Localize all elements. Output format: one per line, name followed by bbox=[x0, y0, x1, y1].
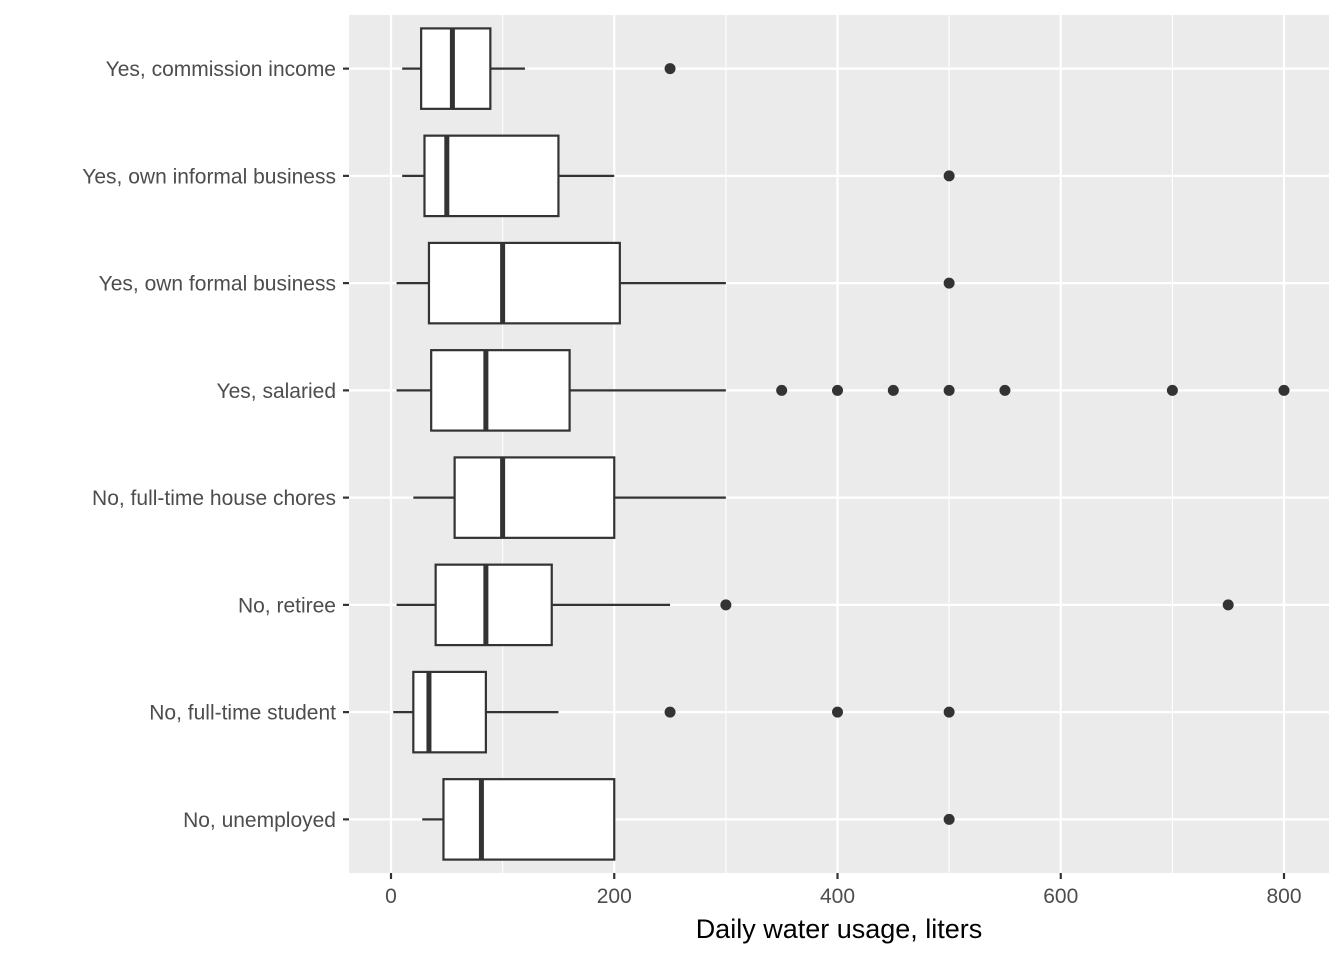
outlier-point bbox=[664, 706, 676, 718]
outlier-point bbox=[832, 706, 843, 718]
outlier-point bbox=[1222, 599, 1234, 611]
x-tick-label: 0 bbox=[385, 885, 397, 908]
iqr-box bbox=[453, 456, 616, 539]
box-group bbox=[402, 27, 676, 110]
iqr-box bbox=[430, 349, 571, 432]
outlier-point bbox=[943, 813, 955, 825]
box-group bbox=[396, 563, 1234, 647]
box-group bbox=[402, 134, 955, 218]
outlier-point bbox=[776, 384, 788, 396]
outlier-point bbox=[720, 599, 732, 611]
x-tick-label: 600 bbox=[1043, 885, 1078, 908]
x-axis: 0 200 400 600 800 bbox=[385, 873, 1302, 908]
box-group bbox=[396, 241, 955, 325]
y-tick-label: Yes, salaried bbox=[217, 380, 336, 403]
iqr-box bbox=[427, 241, 621, 325]
y-tick-label: Yes, own informal business bbox=[82, 165, 336, 188]
outlier-point bbox=[943, 706, 955, 718]
x-tick-label: 200 bbox=[597, 885, 632, 908]
outlier-point bbox=[943, 170, 955, 182]
box-group bbox=[422, 778, 955, 861]
outlier-point bbox=[999, 384, 1011, 396]
iqr-box bbox=[412, 670, 487, 754]
outlier-point bbox=[943, 277, 955, 289]
x-tick-label: 400 bbox=[820, 885, 855, 908]
x-tick-label: 800 bbox=[1266, 885, 1301, 908]
outlier-point bbox=[943, 384, 955, 396]
outlier-point bbox=[832, 384, 843, 396]
outlier-point bbox=[1278, 384, 1290, 396]
box-group bbox=[396, 349, 1290, 432]
iqr-box bbox=[420, 27, 492, 110]
y-tick-label: No, full-time house chores bbox=[92, 487, 336, 510]
y-tick-label: Yes, own formal business bbox=[99, 273, 336, 296]
box-group bbox=[413, 456, 726, 539]
iqr-box bbox=[442, 778, 616, 861]
outlier-point bbox=[664, 63, 676, 75]
x-axis-title: Daily water usage, liters bbox=[696, 914, 983, 944]
y-axis: Yes, commission income Yes, own informal … bbox=[82, 58, 349, 832]
y-tick-label: Yes, commission income bbox=[106, 58, 336, 81]
outlier-point bbox=[1166, 384, 1178, 396]
iqr-box bbox=[434, 563, 553, 647]
y-tick-label: No, unemployed bbox=[183, 809, 336, 832]
outlier-point bbox=[887, 384, 899, 396]
box-group bbox=[393, 670, 955, 754]
y-tick-label: No, full-time student bbox=[149, 702, 336, 725]
box-series bbox=[393, 27, 1290, 861]
y-tick-label: No, retiree bbox=[238, 594, 336, 617]
